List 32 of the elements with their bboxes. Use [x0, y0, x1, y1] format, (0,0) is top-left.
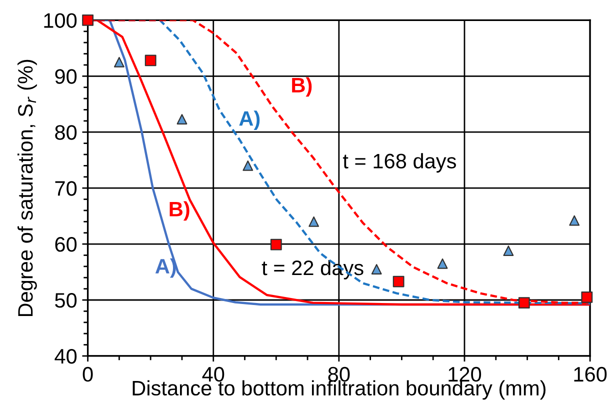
annotation: A)	[239, 110, 260, 130]
y-tick-label: 90	[55, 69, 77, 84]
annotation: B)	[292, 77, 312, 97]
point	[270, 238, 282, 250]
annotation: t = 168 days	[342, 153, 456, 173]
point	[569, 215, 580, 226]
x-tick-label: 80	[328, 366, 350, 382]
point	[144, 54, 156, 66]
annotation: B)	[170, 201, 190, 221]
x-tick-label: 160	[574, 366, 607, 382]
y-tick-label: 60	[55, 237, 77, 252]
y-tick-label: 70	[55, 181, 77, 196]
point	[392, 276, 404, 288]
point	[114, 56, 124, 68]
y-tick-label: 80	[55, 125, 77, 140]
x-tick-label: 120	[448, 366, 482, 382]
point	[371, 264, 382, 274]
y-tick-label: 40	[54, 348, 77, 364]
x-tick-label: 40	[202, 366, 224, 382]
point	[242, 160, 254, 171]
point	[437, 258, 448, 269]
point	[518, 297, 530, 309]
point	[82, 14, 94, 26]
y-axis-title: Degree of saturation, S$_{r}$ (%)	[17, 60, 37, 316]
point	[503, 246, 514, 256]
point	[581, 292, 593, 303]
point	[176, 114, 188, 124]
x-tick-label: 0	[82, 366, 93, 382]
y-tick-label: 50	[55, 293, 77, 308]
x-axis-title: Distance to bottom infiltration boundary (mm)	[132, 380, 546, 400]
point	[308, 216, 320, 227]
y-tick-label: 100	[44, 13, 77, 28]
